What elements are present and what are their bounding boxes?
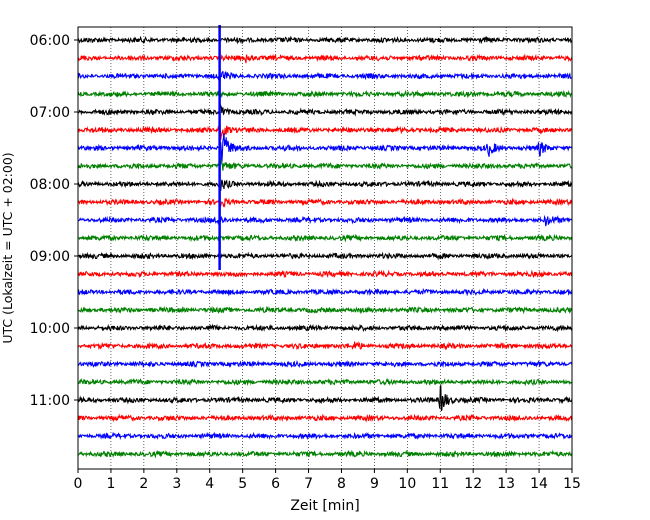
x-tick-label: 14 bbox=[530, 476, 548, 492]
y-tick-label: 10:00 bbox=[30, 321, 70, 337]
y-tick-label: 11:00 bbox=[30, 393, 70, 409]
seismic-traces bbox=[77, 35, 573, 459]
trace-0900 bbox=[77, 251, 573, 261]
trace-0745 bbox=[77, 158, 573, 171]
y-tick-label: 09:00 bbox=[30, 249, 70, 265]
x-tick-label: 12 bbox=[464, 476, 482, 492]
x-tick-label: 6 bbox=[271, 476, 280, 492]
y-axis-title: UTC (Lokalzeit = UTC + 02:00) bbox=[0, 152, 15, 343]
x-axis-title: Zeit [min] bbox=[290, 498, 359, 514]
plot-frame bbox=[77, 26, 573, 470]
trace-0930 bbox=[77, 287, 573, 297]
trace-0945 bbox=[77, 305, 573, 315]
trace-0600 bbox=[77, 35, 573, 45]
trace-1100 bbox=[77, 385, 573, 412]
x-tick-label: 11 bbox=[431, 476, 449, 492]
trace-0815 bbox=[77, 197, 573, 209]
y-tick-label: 08:00 bbox=[30, 177, 70, 193]
y-axis: 06:00 07:00 08:00 09:00 10:00 11:00 bbox=[30, 33, 78, 409]
x-tick-label: 13 bbox=[497, 476, 515, 492]
x-tick-label: 10 bbox=[398, 476, 416, 492]
trace-0830 bbox=[77, 214, 573, 227]
x-tick-label: 0 bbox=[74, 476, 83, 492]
x-tick-label: 7 bbox=[304, 476, 313, 492]
trace-0700 bbox=[77, 103, 573, 117]
trace-0915 bbox=[77, 269, 573, 279]
x-tick-label: 15 bbox=[563, 476, 581, 492]
trace-1015 bbox=[77, 340, 573, 351]
trace-1045 bbox=[77, 377, 573, 387]
x-tick-label: 5 bbox=[238, 476, 247, 492]
x-tick-label: 2 bbox=[139, 476, 148, 492]
trace-0615 bbox=[77, 53, 573, 64]
trace-1030 bbox=[77, 359, 573, 369]
trace-0800 bbox=[77, 179, 573, 192]
x-axis: 0 1 2 3 4 5 6 7 8 9 10 11 12 13 14 15 bbox=[74, 469, 581, 492]
trace-1145 bbox=[77, 449, 573, 459]
y-tick-label: 06:00 bbox=[30, 33, 70, 49]
x-tick-label: 4 bbox=[205, 476, 214, 492]
y-tick-label: 07:00 bbox=[30, 105, 70, 121]
x-tick-label: 9 bbox=[370, 476, 379, 492]
x-tick-label: 1 bbox=[106, 476, 115, 492]
trace-0645 bbox=[77, 89, 573, 99]
trace-1115 bbox=[77, 413, 573, 423]
x-tick-label: 8 bbox=[337, 476, 346, 492]
trace-0630 bbox=[77, 70, 573, 82]
trace-1130 bbox=[77, 431, 573, 441]
trace-0845 bbox=[77, 233, 573, 243]
x-tick-label: 3 bbox=[172, 476, 181, 492]
trace-0730 bbox=[77, 133, 573, 165]
trace-1000 bbox=[77, 323, 573, 333]
trace-0715 bbox=[77, 119, 573, 140]
